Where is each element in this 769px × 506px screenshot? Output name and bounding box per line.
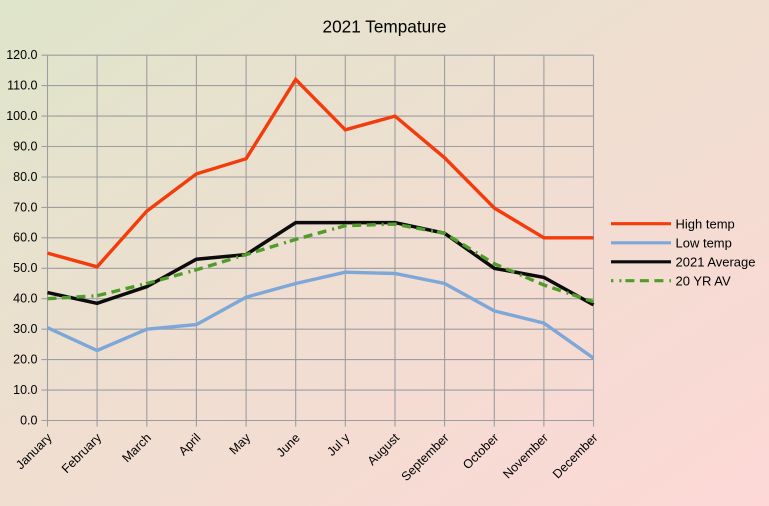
svg-text:October: October <box>460 431 501 472</box>
svg-text:January: January <box>13 430 55 472</box>
svg-text:40.0: 40.0 <box>13 292 37 306</box>
svg-text:Jul y: Jul y <box>324 430 353 459</box>
svg-text:May: May <box>227 430 254 457</box>
svg-text:November: November <box>500 431 551 482</box>
svg-text:December: December <box>550 431 601 482</box>
svg-text:20 YR AV: 20 YR AV <box>676 273 731 288</box>
svg-text:August: August <box>365 430 403 468</box>
svg-text:50.0: 50.0 <box>13 261 37 275</box>
svg-text:June: June <box>274 431 303 460</box>
svg-text:2021 Tempature: 2021 Tempature <box>323 16 447 36</box>
svg-text:80.0: 80.0 <box>13 170 37 184</box>
svg-text:30.0: 30.0 <box>13 322 37 336</box>
svg-text:Low temp: Low temp <box>676 235 732 250</box>
svg-text:120.0: 120.0 <box>6 48 37 62</box>
svg-text:100.0: 100.0 <box>6 109 37 123</box>
svg-text:0.0: 0.0 <box>20 413 37 427</box>
svg-text:20.0: 20.0 <box>13 353 37 367</box>
svg-text:10.0: 10.0 <box>13 383 37 397</box>
svg-text:110.0: 110.0 <box>7 79 37 93</box>
svg-text:70.0: 70.0 <box>13 200 37 214</box>
svg-text:February: February <box>59 430 105 476</box>
svg-text:April: April <box>176 431 204 459</box>
svg-text:High temp: High temp <box>676 216 735 231</box>
svg-text:60.0: 60.0 <box>13 231 37 245</box>
svg-text:90.0: 90.0 <box>13 139 37 153</box>
svg-text:September: September <box>399 431 452 484</box>
svg-text:March: March <box>119 431 153 465</box>
svg-text:2021 Average: 2021 Average <box>676 254 756 269</box>
